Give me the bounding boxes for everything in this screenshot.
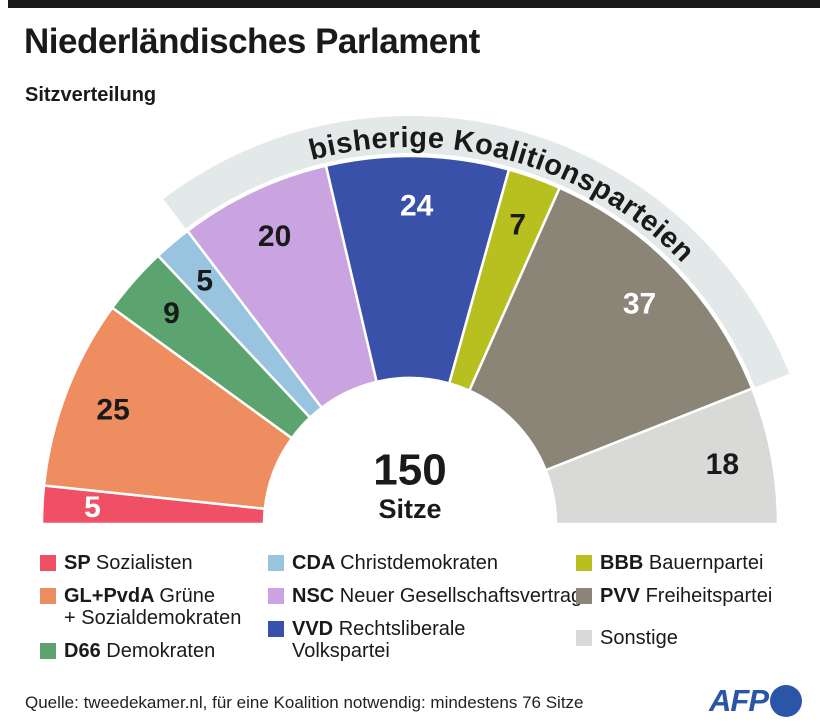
legend-item-nsc: NSC Neuer Gesellschaftsvertrag [268, 585, 582, 607]
legend-item-sonstige: Sonstige [576, 627, 772, 649]
page-title: Niederländisches Parlament [24, 22, 480, 61]
total-seats-value: 150 [373, 446, 446, 495]
legend-swatch [40, 643, 56, 659]
legend-item-d66: D66 Demokraten [40, 640, 241, 662]
segment-gl-pvda [42, 305, 294, 511]
afp-globe-icon [770, 685, 802, 717]
legend-swatch [576, 555, 592, 571]
seat-count-label-bbb: 7 [509, 208, 526, 241]
coalition-band [163, 116, 790, 388]
legend-swatch [268, 555, 284, 571]
legend-label: NSC Neuer Gesellschaftsvertrag [292, 585, 583, 607]
legend-swatch [268, 588, 284, 604]
seat-count-label-pvv: 37 [623, 287, 656, 320]
segment-sonstige [544, 386, 780, 526]
seat-count-label-d66: 9 [163, 297, 180, 330]
legend: SP Sozialisten GL+PvdA Grüne + Sozialdemok… [0, 552, 820, 677]
legend-label: VVD Rechtsliberale Volkspartei [292, 618, 466, 662]
seat-segments [40, 154, 780, 526]
legend-swatch [268, 621, 284, 637]
legend-item-pvv: PVV Freiheitspartei [576, 585, 772, 607]
seat-count-label-gl-pvda: 25 [96, 394, 129, 427]
legend-column-1: SP Sozialisten GL+PvdA Grüne + Sozialdemok… [40, 552, 241, 673]
legend-swatch [576, 588, 592, 604]
afp-logo-text: AFP [709, 683, 769, 718]
page-subtitle: Sitzverteilung [25, 84, 157, 106]
legend-label: PVV Freiheitspartei [600, 585, 773, 607]
legend-item-bbb: BBB Bauernpartei [576, 552, 772, 574]
legend-swatch [40, 588, 56, 604]
legend-column-3: BBB Bauernpartei PVV Freiheitspartei Sonst… [576, 552, 772, 660]
source-note: Quelle: tweedekamer.nl, für eine Koaliti… [25, 693, 584, 712]
legend-label: GL+PvdA Grüne + Sozialdemokraten [64, 585, 242, 629]
segment-pvv [467, 186, 754, 472]
legend-item-gl-pvda: GL+PvdA Grüne + Sozialdemokraten [40, 585, 241, 629]
total-seats-unit: Sitze [378, 494, 441, 524]
legend-column-2: CDA Christdemokraten NSC Neuer Gesellscha… [268, 552, 582, 673]
top-divider-bar [8, 0, 820, 8]
seat-count-label-nsc: 20 [258, 220, 291, 253]
seat-count-label-sp: 5 [84, 491, 101, 524]
legend-label: SP Sozialisten [64, 552, 193, 574]
coalition-band-arc [163, 116, 790, 388]
seat-count-label-vvd: 24 [400, 190, 434, 223]
legend-item-sp: SP Sozialisten [40, 552, 241, 574]
legend-item-cda: CDA Christdemokraten [268, 552, 582, 574]
seat-count-label-cda: 5 [196, 265, 213, 298]
legend-item-vvd: VVD Rechtsliberale Volkspartei [268, 618, 582, 662]
legend-swatch [40, 555, 56, 571]
legend-label: Sonstige [600, 627, 678, 649]
seat-count-label-sonstige: 18 [706, 448, 739, 481]
legend-swatch [576, 630, 592, 646]
afp-logo: AFP [709, 683, 802, 719]
legend-label: D66 Demokraten [64, 640, 216, 662]
legend-label: CDA Christdemokraten [292, 552, 498, 574]
legend-label: BBB Bauernpartei [600, 552, 764, 574]
